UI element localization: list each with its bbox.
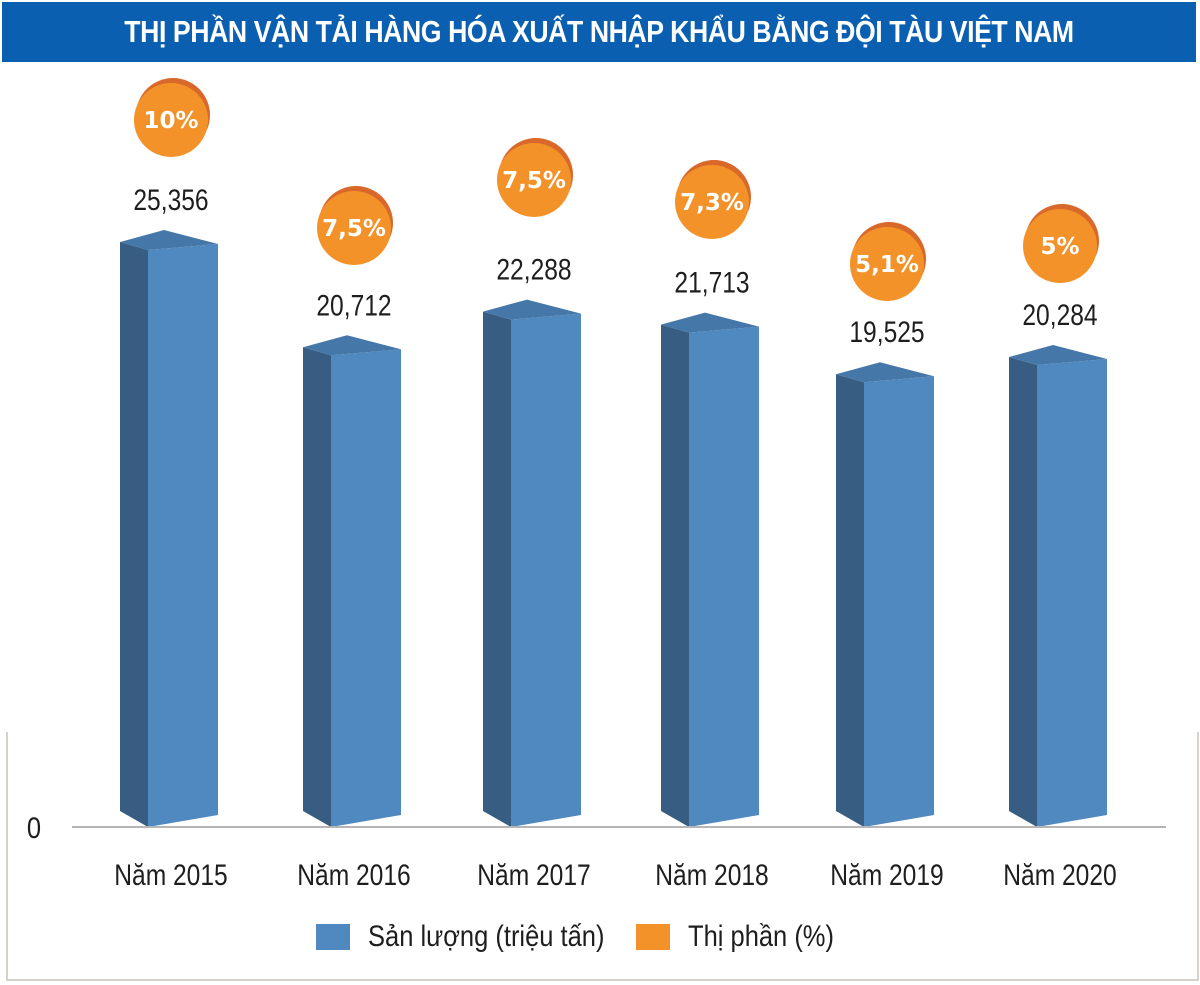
bar-chart: 0 25,356 10% Năm 2015 20,712 7,5% Năm 2016 22,… (27, 78, 1166, 892)
bar-front-face (148, 244, 218, 827)
share-percent-label: 5% (1040, 234, 1079, 260)
labels-layer: 25,356 10% Năm 2015 20,712 7,5% Năm 2016 22,28… (114, 78, 1117, 892)
share-bubble-0: 10% (134, 78, 210, 157)
x-tick-label: Năm 2020 (1003, 858, 1116, 892)
legend-label-thi-phan: Thị phần (%) (688, 920, 834, 953)
bar-top-face (1009, 345, 1107, 366)
bar-front-face (1037, 359, 1107, 827)
bar-side-face (1009, 357, 1037, 827)
bar-value-label: 22,288 (496, 252, 571, 286)
share-percent-label: 5,1% (855, 252, 919, 278)
bar-top-face (836, 362, 934, 383)
bar-4 (836, 362, 934, 827)
bar-value-label: 21,713 (674, 265, 749, 299)
frame-border-bottom (6, 979, 1199, 981)
legend-swatch-san-luong (316, 924, 350, 950)
x-tick-label: Năm 2016 (297, 858, 410, 892)
legend-swatch-thi-phan (636, 924, 670, 950)
bar-front-face (511, 313, 581, 828)
x-tick-label: Năm 2017 (477, 858, 590, 892)
bar-3 (661, 312, 759, 827)
chart-title: THỊ PHẦN VẬN TẢI HÀNG HÓA XUẤT NHẬP KHẨU… (124, 14, 1074, 49)
share-bubble-1: 7,5% (317, 186, 393, 265)
share-percent-label: 7,5% (502, 168, 566, 194)
bar-value-label: 25,356 (133, 183, 208, 217)
bubble-fill (675, 165, 749, 239)
bar-front-face (689, 326, 759, 827)
bar-2 (483, 299, 581, 828)
share-bubble-2: 7,5% (497, 138, 573, 217)
bar-side-face (483, 311, 511, 828)
legend: Sản lượng (triệu tấn) Thị phần (%) (0, 920, 1200, 970)
share-percent-label: 7,5% (322, 216, 386, 242)
bubble-fill (850, 227, 924, 301)
legend-item-san-luong: Sản lượng (triệu tấn) (316, 920, 646, 954)
bar-side-face (661, 324, 689, 827)
share-bubble-3: 7,3% (675, 160, 751, 239)
y-tick-label-0: 0 (27, 811, 41, 844)
share-percent-label: 7,3% (680, 190, 744, 216)
bar-top-face (120, 230, 218, 250)
frame-border-left (6, 732, 8, 980)
bar-side-face (836, 374, 864, 827)
share-percent-label: 10% (143, 108, 198, 134)
bar-0 (120, 230, 218, 827)
bubble-fill (497, 143, 571, 217)
bar-side-face (303, 347, 331, 827)
bar-5 (1009, 345, 1107, 827)
bubble-fill (134, 83, 208, 157)
bar-top-face (661, 312, 759, 333)
x-tick-label: Năm 2018 (655, 858, 768, 892)
bar-value-label: 20,712 (316, 288, 391, 322)
bar-top-face (303, 335, 401, 356)
share-bubble-5: 5% (1023, 204, 1099, 283)
x-tick-label: Năm 2015 (114, 858, 227, 892)
bar-value-label: 19,525 (849, 315, 924, 349)
bar-front-face (331, 349, 401, 827)
title-bar: THỊ PHẦN VẬN TẢI HÀNG HÓA XUẤT NHẬP KHẨU… (2, 2, 1196, 62)
bar-value-label: 20,284 (1022, 298, 1097, 332)
bar-1 (303, 335, 401, 827)
legend-label-san-luong: Sản lượng (triệu tấn) (368, 920, 605, 953)
share-bubble-4: 5,1% (850, 222, 926, 301)
bar-front-face (864, 376, 934, 827)
frame-border-right (1197, 732, 1199, 980)
bubble-fill (317, 191, 391, 265)
bar-side-face (120, 242, 148, 827)
x-tick-label: Năm 2019 (830, 858, 943, 892)
bar-top-face (483, 299, 581, 320)
legend-item-thi-phan: Thị phần (%) (636, 920, 860, 954)
bars-layer (120, 230, 1107, 828)
bubble-fill (1023, 209, 1097, 283)
